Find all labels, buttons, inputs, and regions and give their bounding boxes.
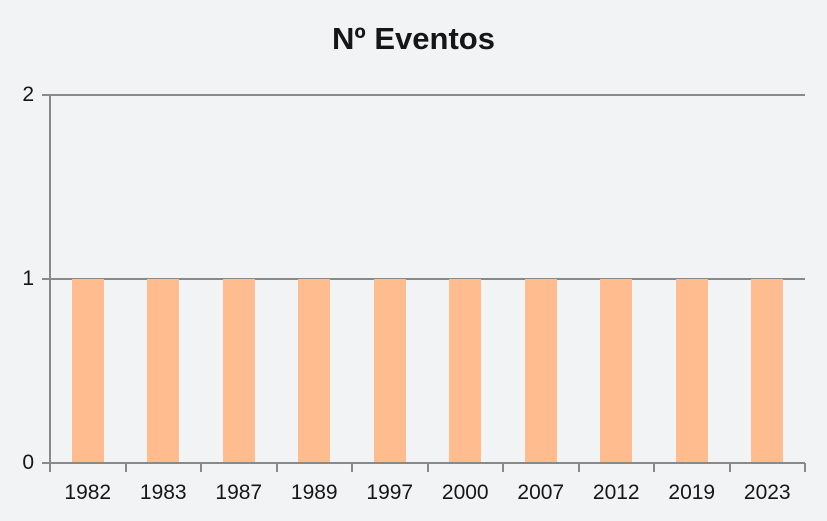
x-axis-tick — [275, 463, 278, 472]
x-axis-tick — [653, 463, 655, 472]
x-axis-label: 1989 — [290, 481, 338, 504]
x-axis-label: 1987 — [215, 481, 263, 504]
x-axis-tick — [124, 463, 127, 472]
x-axis-label: 2012 — [592, 481, 640, 504]
y-axis-tick-label: 2 — [22, 83, 34, 106]
y-axis-tick-label: 1 — [22, 267, 34, 290]
x-axis-label: 1982 — [64, 481, 112, 504]
x-axis-tick — [804, 463, 806, 472]
y-axis-tick-label: 0 — [22, 451, 34, 474]
chart-title: Nº Eventos — [332, 21, 495, 56]
x-axis-label: 2023 — [743, 481, 791, 504]
bar — [298, 279, 331, 463]
bar — [751, 279, 784, 463]
x-axis-label: 1983 — [139, 481, 187, 504]
x-axis-label: 2007 — [517, 481, 565, 504]
x-axis-tick — [200, 463, 202, 472]
bar — [675, 279, 708, 463]
gridline — [42, 94, 805, 96]
bar — [373, 279, 406, 463]
x-axis-tick — [577, 463, 580, 472]
bar — [600, 279, 633, 463]
bar — [147, 279, 180, 463]
x-axis-label: 2019 — [668, 481, 716, 504]
x-axis-tick — [728, 463, 731, 472]
x-axis-tick — [351, 463, 353, 472]
bar — [71, 279, 104, 463]
bar — [222, 279, 255, 463]
y-axis-line — [49, 95, 51, 472]
x-axis-line — [42, 462, 805, 464]
bar — [524, 279, 557, 463]
x-axis-tick — [502, 463, 504, 472]
x-axis-tick — [426, 463, 429, 472]
bar — [449, 279, 482, 463]
x-axis-label: 2000 — [441, 481, 489, 504]
gridline — [42, 278, 805, 280]
x-axis-label: 1997 — [366, 481, 414, 504]
